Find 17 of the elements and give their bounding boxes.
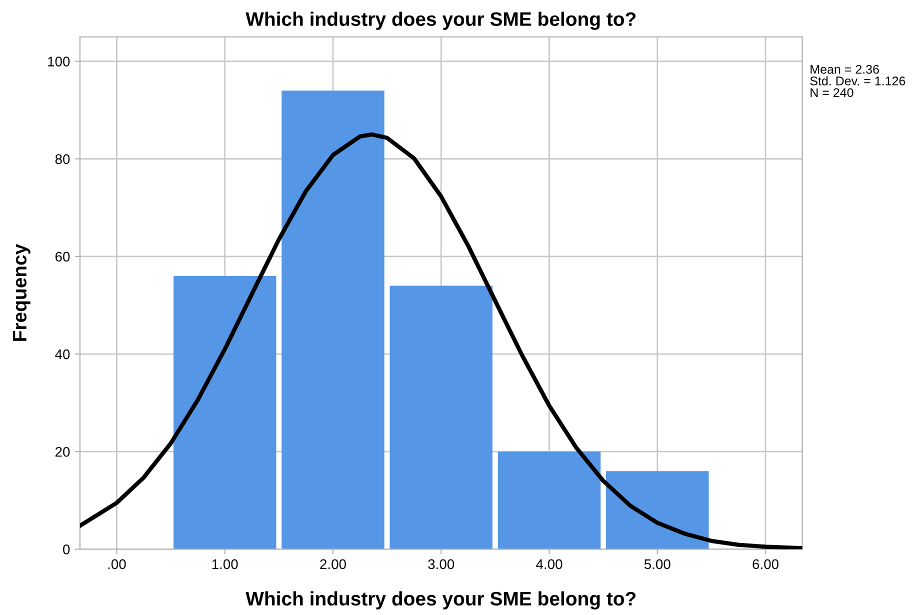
y-axis-title: Frequency [12,244,30,341]
y-tick-label: 60 [55,252,70,262]
x-tick-label: 1.00 [212,559,238,570]
x-tick-label: 5.00 [644,559,670,570]
text: Mean = 2.36 Std. Dev. = 1.126 N = 240 [810,64,906,98]
y-tick-label: 80 [55,154,70,164]
x-tick-label: 2.00 [320,559,346,570]
x-tick-label: .00 [108,559,126,570]
x-tick-label: 6.00 [752,559,778,570]
y-tick-label: 20 [55,446,70,457]
chart-title: Which industry does your SME belong to? [246,12,636,30]
x-axis-title: Which industry does your SME belong to? [246,591,636,610]
x-tick-label: 4.00 [536,559,562,570]
y-tick-label: 0 [63,544,70,554]
x-tick-label: 3.00 [428,559,454,570]
y-tick-label: 100 [48,56,70,66]
y-tick-label: 40 [55,349,70,360]
